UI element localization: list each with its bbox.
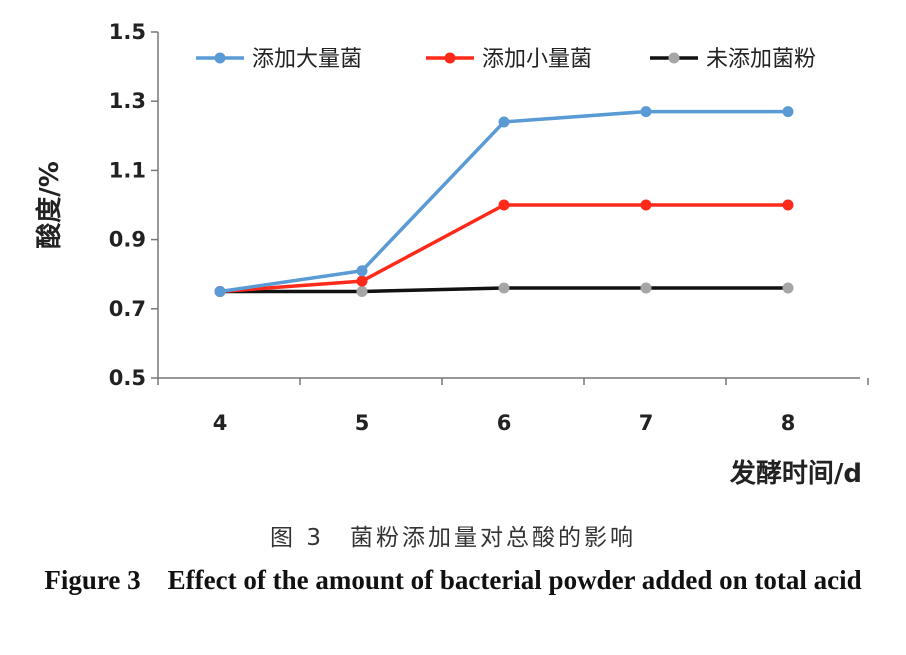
chart: 0.50.70.91.11.31.54 5 6 7 8 添加大量菌 添加小量菌 未添加菌粉 … [34,20,869,489]
y-tick-label: 0.7 [109,297,146,321]
y-tick-label: 1.3 [109,89,146,113]
x-tick-label: 8 [781,411,796,435]
data-point [640,199,652,211]
legend-label: 添加小量菌 [482,47,592,72]
legend-marker [214,52,226,64]
data-point [356,286,368,297]
x-tick-label: 5 [355,411,370,435]
y-tick-label: 1.5 [109,20,146,44]
legend-label: 添加大量菌 [252,47,362,72]
legend-marker [444,52,456,64]
y-axis-title: 酸度/% [34,161,65,249]
data-point [640,282,652,294]
data-point [356,275,368,287]
legend-marker [668,52,680,64]
y-tick-label: 0.9 [109,228,146,252]
y-tick-label: 0.5 [109,366,146,390]
x-tick-label: 7 [639,411,654,435]
data-point [498,116,510,128]
x-axis-title: 发酵时间/d [729,458,862,489]
legend-label: 未添加菌粉 [706,47,816,72]
data-point [498,199,510,211]
figure-caption-cn: 图 3 菌粉添加量对总酸的影响 [270,525,636,551]
data-point [782,199,794,211]
data-point [214,286,226,297]
x-tick-label: 4 [213,411,228,435]
data-point [498,282,510,294]
data-point [782,106,794,118]
y-tick-label: 1.1 [109,158,146,182]
data-point [782,282,794,294]
figure-caption-en: Figure 3 Effect of the amount of bacteri… [44,565,862,595]
data-point [356,265,368,277]
x-tick-label: 6 [497,411,512,435]
data-point [640,106,652,118]
